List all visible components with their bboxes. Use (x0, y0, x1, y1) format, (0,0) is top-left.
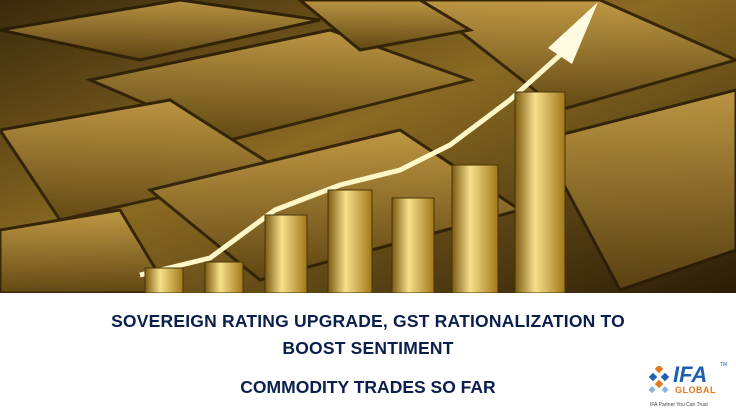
logo-tagline: IFA Partner You Can Trust (650, 402, 708, 408)
subheadline: COMMODITY TRADES SO FAR (240, 377, 496, 397)
logo-icon (648, 366, 670, 394)
logo-name: IFA (673, 362, 708, 387)
headline: SOVEREIGN RATING UPGRADE, GST RATIONALIZ… (111, 311, 625, 331)
logo: IFA TM GLOBAL IFA Partner You Can Trust (646, 362, 734, 412)
logo-subtitle: GLOBAL (675, 385, 716, 395)
logo-trademark: TM (720, 362, 728, 368)
headline: BOOST SENTIMENT (282, 338, 454, 358)
hero-image (0, 0, 736, 293)
